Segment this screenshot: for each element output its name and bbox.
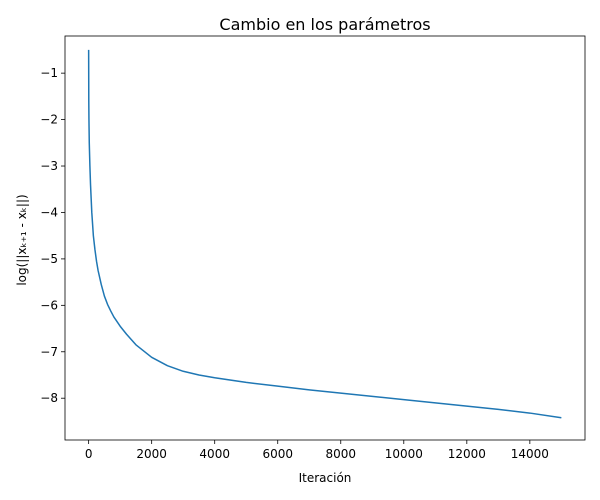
x-tick-label: 4000: [199, 447, 230, 461]
x-tick-label: 12000: [448, 447, 486, 461]
x-tick-label: 0: [85, 447, 93, 461]
series-line-0: [87, 49, 562, 419]
x-axis-label: Iteración: [299, 471, 352, 485]
y-tick-label: −6: [40, 298, 58, 312]
y-tick-label: −5: [40, 252, 58, 266]
x-tick-label: 10000: [385, 447, 423, 461]
plot-area: 0 2000 4000 6000 8000 10000 12000 14000 −1 −2 −3 −4…: [40, 35, 586, 461]
x-tick-label: 14000: [511, 447, 549, 461]
y-tick-label: −2: [40, 113, 58, 127]
y-tick-label: −1: [40, 66, 58, 80]
y-tick-label: −4: [40, 205, 58, 219]
y-tick-label: −8: [40, 391, 58, 405]
y-tick-label: −7: [40, 345, 58, 359]
chart-title: Cambio en los parámetros: [219, 15, 430, 34]
x-tick-label: 2000: [136, 447, 167, 461]
x-tick-label: 6000: [262, 447, 293, 461]
axes-frame: [64, 35, 586, 441]
x-tick-label: 8000: [325, 447, 356, 461]
y-tick-label: −3: [40, 159, 58, 173]
y-axis-label: log(||xₖ₊₁ - xₖ||): [15, 194, 29, 285]
